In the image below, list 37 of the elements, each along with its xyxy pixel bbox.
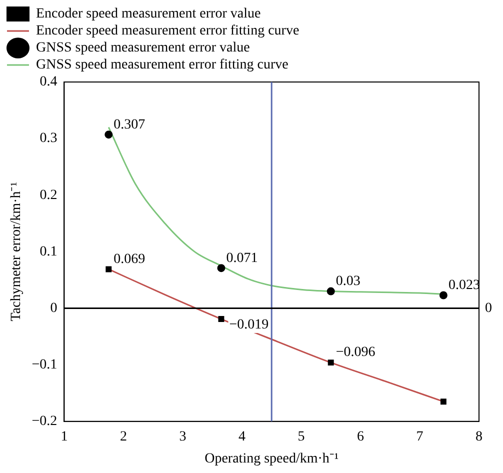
point — [326, 287, 335, 296]
legend-label: Encoder speed measurement error fitting curve — [36, 24, 300, 39]
ref-line-label: 0 — [485, 300, 492, 316]
point — [439, 291, 448, 300]
data-label: 0.307 — [114, 117, 146, 132]
y-tick-label: 0 — [50, 300, 58, 316]
x-axis-title: Operating speed/km·h⁻¹ — [204, 451, 339, 466]
point — [106, 266, 112, 272]
x-tick-label: 1 — [60, 429, 68, 444]
y-tick-label: 0.2 — [40, 188, 58, 203]
x-tick-label: 6 — [356, 429, 364, 444]
data-label: 0.03 — [336, 274, 360, 289]
point — [218, 316, 224, 322]
point — [328, 360, 334, 366]
legend-label: GNSS speed measurement error fitting curve — [36, 58, 288, 73]
x-tick-label: 8 — [476, 429, 482, 444]
data-label: −0.096 — [336, 345, 376, 360]
data-label: 0.069 — [114, 252, 146, 267]
data-label: −0.019 — [229, 318, 269, 333]
y-axis-title: Tachymeter error/km·h⁻¹ — [9, 182, 24, 322]
x-tick-label: 7 — [416, 429, 424, 444]
y-tick-label: 0.4 — [40, 74, 58, 90]
point — [440, 398, 446, 405]
x-tick-label: 4 — [238, 429, 246, 444]
x-tick-label: 5 — [298, 429, 305, 444]
point — [217, 264, 226, 272]
y-tick-label: 0.3 — [40, 131, 58, 146]
legend-label: GNSS speed measurement error value — [36, 40, 250, 56]
x-tick-label: 3 — [179, 429, 186, 444]
x-tick-label: 2 — [120, 429, 127, 444]
data-label: 0.023 — [448, 278, 480, 293]
legend-label: Encoder speed measurement error value — [36, 6, 261, 22]
y-tick-label: 0.1 — [40, 244, 58, 260]
y-tick-label: −0.1 — [32, 358, 58, 373]
y-tick-label: −0.2 — [32, 414, 58, 430]
point — [104, 130, 113, 139]
data-label: 0.071 — [226, 250, 258, 266]
